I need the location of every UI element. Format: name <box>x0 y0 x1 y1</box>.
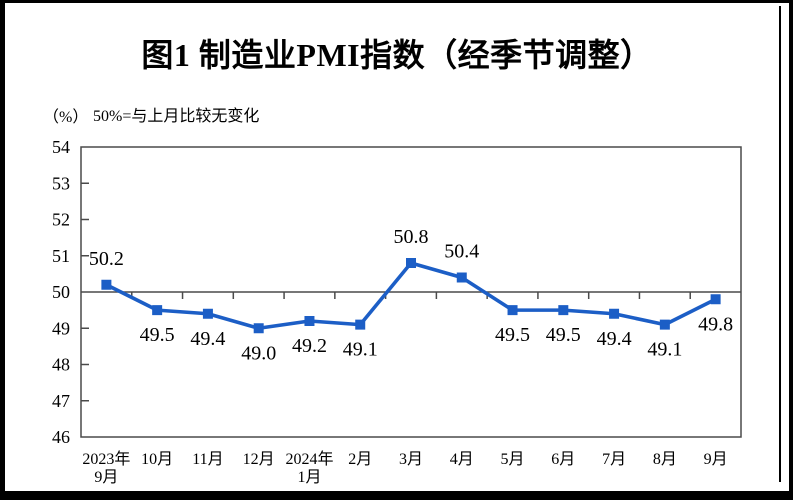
x-axis-label: 12月 <box>243 451 275 468</box>
data-marker <box>101 279 112 290</box>
data-label: 49.2 <box>292 335 327 357</box>
x-axis-label: 2023年 <box>82 450 130 468</box>
data-label: 49.4 <box>597 328 632 350</box>
data-marker <box>456 272 467 283</box>
y-axis-unit-label: （%） <box>43 109 89 126</box>
data-marker <box>304 316 315 326</box>
data-marker <box>253 323 264 334</box>
data-marker <box>710 294 721 305</box>
y-axis-tick-label: 46 <box>52 427 70 447</box>
data-marker <box>406 258 416 268</box>
y-axis-tick-label: 52 <box>52 210 70 230</box>
x-axis-label: 5月 <box>501 451 525 468</box>
data-label: 49.5 <box>495 324 530 346</box>
y-axis-tick-label: 54 <box>52 137 70 157</box>
data-label: 49.4 <box>190 328 225 350</box>
data-marker <box>558 305 569 316</box>
x-axis-label: 2024年 <box>285 450 333 468</box>
frame-inner-right-line <box>779 6 781 482</box>
data-marker <box>202 308 213 319</box>
y-axis-tick-label: 47 <box>52 391 70 411</box>
data-marker <box>152 305 163 316</box>
x-axis-label: 7月 <box>602 451 626 468</box>
y-axis-tick-label: 49 <box>52 318 70 338</box>
data-marker <box>659 319 670 330</box>
x-axis-label: 10月 <box>141 451 173 468</box>
reference-note: 50%=与上月比较无变化 <box>93 108 260 125</box>
y-axis-tick-label: 48 <box>52 355 70 375</box>
data-label: 50.8 <box>394 226 429 248</box>
y-axis-tick-label: 51 <box>52 246 70 266</box>
data-marker <box>609 308 620 319</box>
chart-title: 图1 制造业PMI指数（经季节调整） <box>141 37 653 73</box>
data-label: 49.5 <box>140 324 175 346</box>
data-marker <box>507 305 518 316</box>
data-marker <box>355 319 366 330</box>
data-label: 50.2 <box>89 248 124 270</box>
x-axis-label: 1月 <box>297 469 321 486</box>
pmi-line <box>104 261 718 331</box>
x-axis-label: 3月 <box>399 451 423 468</box>
data-label: 49.1 <box>647 339 682 361</box>
x-axis-label: 2月 <box>348 451 372 468</box>
y-axis-tick-label: 53 <box>52 173 70 193</box>
data-label: 49.0 <box>241 342 276 364</box>
x-axis-label: 9月 <box>94 469 118 486</box>
x-axis-label: 8月 <box>653 451 677 468</box>
data-label: 49.8 <box>698 313 733 335</box>
data-label: 49.1 <box>343 339 378 361</box>
x-axis-label: 6月 <box>551 451 575 468</box>
data-label: 49.5 <box>546 324 581 346</box>
x-axis-label: 4月 <box>450 451 474 468</box>
data-label: 50.4 <box>444 241 479 263</box>
x-axis-label: 9月 <box>704 451 728 468</box>
x-axis-label: 11月 <box>192 451 223 468</box>
y-axis-tick-label: 50 <box>52 282 70 302</box>
